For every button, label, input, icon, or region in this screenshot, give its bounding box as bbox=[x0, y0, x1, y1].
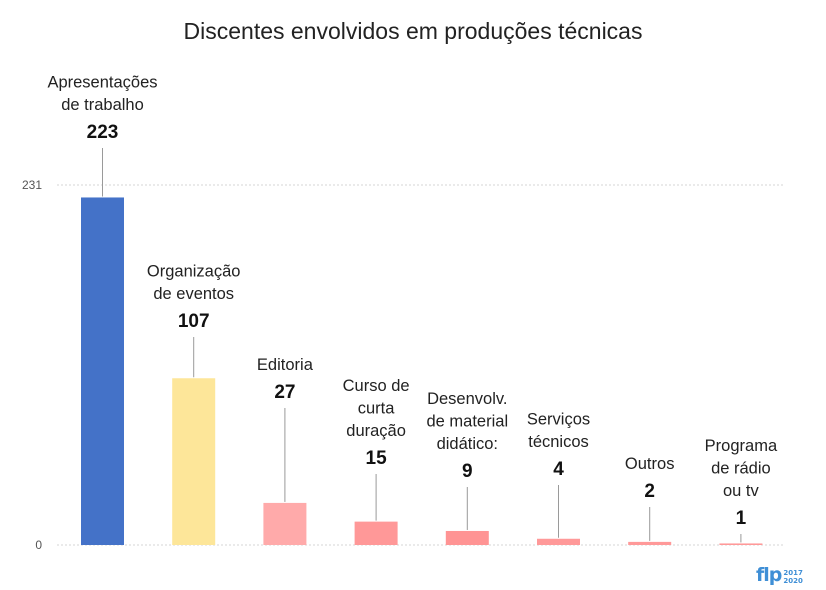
category-label: de material bbox=[426, 413, 508, 431]
logo-years: 2017 2020 bbox=[783, 569, 802, 585]
y-tick-label: 0 bbox=[35, 538, 42, 552]
bar bbox=[81, 197, 124, 545]
category-label: Serviços bbox=[527, 411, 590, 429]
category-label: duração bbox=[346, 422, 406, 440]
value-label: 27 bbox=[274, 382, 295, 403]
category-label: Apresentações bbox=[47, 74, 157, 92]
y-axis-ticks: 0 231 bbox=[22, 178, 42, 552]
flp-logo: flp 2017 2020 bbox=[756, 563, 803, 586]
bars bbox=[81, 197, 763, 545]
value-label: 107 bbox=[178, 311, 210, 332]
category-label: técnicos bbox=[528, 433, 589, 451]
value-label: 9 bbox=[462, 461, 473, 482]
category-label: curta bbox=[358, 400, 396, 418]
bar bbox=[445, 530, 489, 545]
category-label: de trabalho bbox=[61, 96, 144, 114]
category-label: de eventos bbox=[153, 285, 234, 303]
logo-year-top: 2017 bbox=[783, 569, 803, 577]
value-label: 15 bbox=[366, 448, 388, 469]
category-label: Organização bbox=[147, 263, 241, 281]
category-label: Programa bbox=[705, 437, 778, 455]
category-labels: Apresentações de trabalho Organização de ev… bbox=[47, 74, 777, 501]
bar bbox=[628, 541, 672, 545]
bar bbox=[537, 538, 580, 545]
bar bbox=[354, 521, 398, 545]
value-label: 4 bbox=[553, 459, 564, 480]
gridlines bbox=[57, 184, 785, 546]
chart-title: Discentes envolvidos em produções técnic… bbox=[184, 18, 643, 44]
value-label: 2 bbox=[644, 481, 655, 502]
category-label: ou tv bbox=[723, 482, 760, 500]
bar bbox=[263, 502, 307, 545]
category-label: de rádio bbox=[711, 460, 771, 478]
category-label: Curso de bbox=[343, 377, 410, 395]
category-label: Outros bbox=[625, 455, 675, 473]
logo-year-bottom: 2020 bbox=[783, 577, 803, 585]
leader-lines bbox=[102, 148, 742, 543]
value-labels: 223 107 27 15 9 4 2 1 bbox=[87, 122, 747, 529]
logo-text: flp bbox=[756, 564, 782, 586]
category-label: didático: bbox=[437, 435, 498, 453]
bar bbox=[172, 378, 216, 545]
bar bbox=[719, 543, 763, 545]
value-label: 1 bbox=[736, 508, 747, 529]
value-label: 223 bbox=[87, 122, 119, 143]
category-label: Editoria bbox=[257, 356, 314, 374]
category-label: Desenvolv. bbox=[427, 390, 507, 408]
y-tick-label: 231 bbox=[22, 178, 42, 192]
